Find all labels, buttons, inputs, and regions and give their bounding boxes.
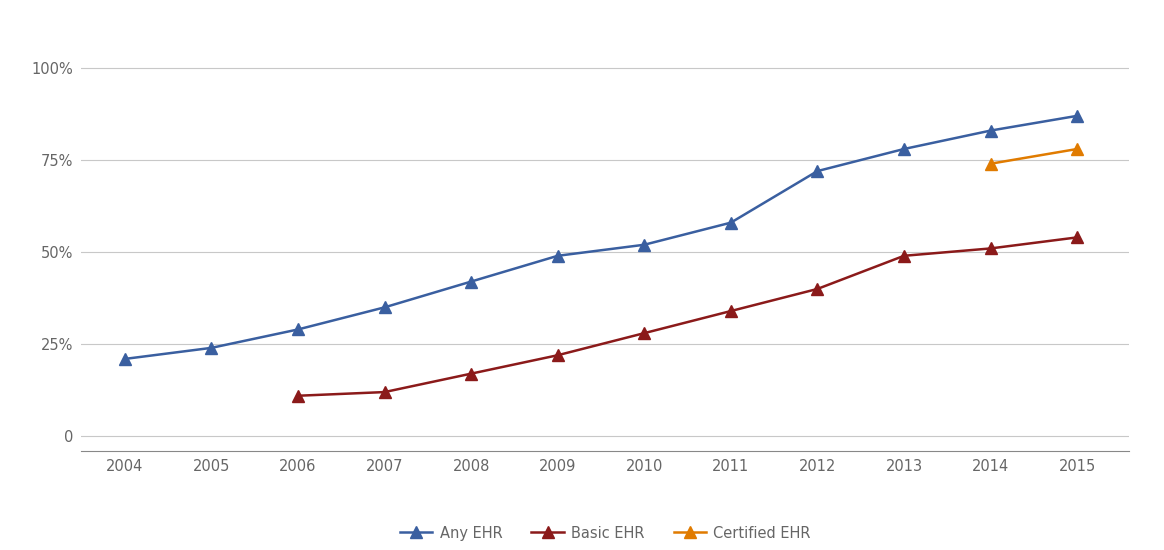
Any EHR — [984, 127, 998, 134]
Any EHR — [291, 326, 305, 333]
Any EHR — [205, 344, 219, 351]
Any EHR — [897, 146, 911, 152]
Basic EHR — [464, 370, 478, 377]
Any EHR — [810, 168, 824, 174]
Line: Basic EHR: Basic EHR — [292, 232, 1083, 402]
Any EHR — [118, 356, 132, 362]
Any EHR — [464, 278, 478, 285]
Any EHR — [377, 304, 391, 311]
Any EHR — [551, 252, 565, 259]
Legend: Any EHR, Basic EHR, Certified EHR: Any EHR, Basic EHR, Certified EHR — [395, 520, 816, 547]
Basic EHR — [984, 245, 998, 252]
Line: Certified EHR: Certified EHR — [985, 144, 1083, 169]
Any EHR — [724, 219, 738, 226]
Basic EHR — [377, 389, 391, 395]
Certified EHR — [984, 161, 998, 167]
Basic EHR — [291, 393, 305, 399]
Basic EHR — [897, 252, 911, 259]
Any EHR — [637, 241, 651, 248]
Line: Any EHR: Any EHR — [119, 111, 1083, 365]
Basic EHR — [810, 285, 824, 292]
Basic EHR — [1070, 234, 1084, 241]
Basic EHR — [724, 308, 738, 315]
Basic EHR — [551, 352, 565, 359]
Basic EHR — [637, 330, 651, 337]
Any EHR — [1070, 113, 1084, 119]
Certified EHR — [1070, 146, 1084, 152]
